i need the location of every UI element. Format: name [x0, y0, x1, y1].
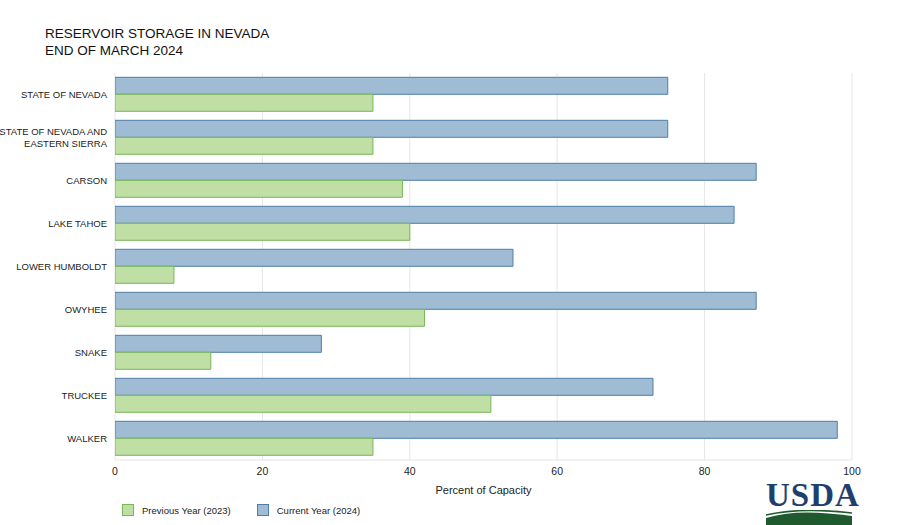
html-text:USDA: USDA	[766, 477, 860, 513]
svg-text:STATE OF NEVADA: STATE OF NEVADA	[21, 89, 108, 100]
svg-text:LOWER HUMBOLDT: LOWER HUMBOLDT	[16, 261, 107, 272]
html-text:Previous Year (2023): Previous Year (2023)	[142, 504, 231, 516]
svg-text:TRUCKEE: TRUCKEE	[62, 390, 107, 401]
svg-text:40: 40	[404, 465, 416, 477]
svg-text:0: 0	[112, 465, 118, 477]
svg-text:WALKER: WALKER	[67, 433, 107, 444]
svg-text:CARSON: CARSON	[66, 175, 107, 186]
html-text:Current Year (2024): Current Year (2024)	[276, 504, 361, 516]
svg-text:SNAKE: SNAKE	[75, 347, 107, 358]
html-text:END OF MARCH 2024: END OF MARCH 2024	[45, 43, 183, 58]
svg-text:LAKE TAHOE: LAKE TAHOE	[48, 218, 107, 229]
svg-text:60: 60	[551, 465, 563, 477]
svg-text:OWYHEE: OWYHEE	[65, 304, 107, 315]
html-text:RESERVOIR STORAGE IN NEVADA: RESERVOIR STORAGE IN NEVADA	[45, 26, 270, 41]
svg-text:100: 100	[843, 465, 861, 477]
html-text:Percent of Capacity: Percent of Capacity	[435, 484, 532, 496]
svg-text:80: 80	[699, 465, 711, 477]
svg-text:20: 20	[257, 465, 269, 477]
svg-text:STATE OF NEVADA ANDEASTERN SIE: STATE OF NEVADA ANDEASTERN SIERRA	[8, 126, 108, 149]
